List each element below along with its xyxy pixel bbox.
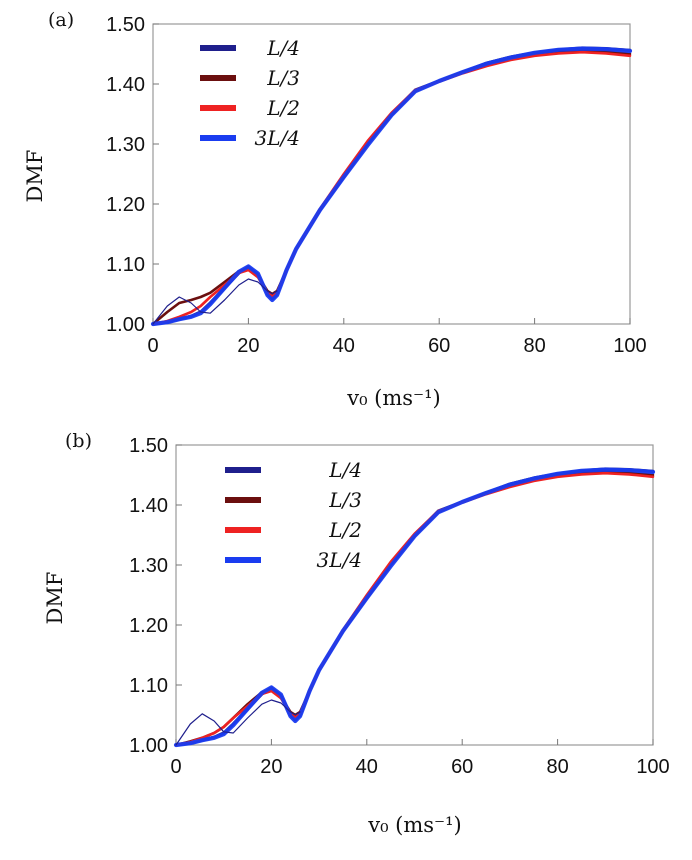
x-tick-label: 0 [170, 756, 181, 778]
y-axis-title-b: DMF [43, 572, 67, 625]
chart-panel-b: (b) 1.00 1.10 1.20 1.30 1.40 1.50 0 20 40 60 80 10… [43, 430, 670, 837]
y-tick-label: 1.10 [106, 254, 145, 276]
series-line-3l4 [173, 467, 656, 748]
chart-panel-a: (a) 1.00 1.10 1.20 1.30 1.40 1.50 0 20 40 60 80 10… [23, 9, 647, 410]
x-tick-label: 80 [523, 335, 545, 357]
y-tick-label: 1.20 [129, 615, 168, 637]
x-tick-label: 100 [613, 335, 646, 357]
series-line-thin [152, 278, 278, 325]
legend-label: 3L/4 [317, 548, 362, 572]
y-axis-title-a: DMF [23, 150, 47, 203]
x-tick-label: 100 [636, 756, 669, 778]
y-tick-label: 1.30 [106, 134, 145, 156]
x-tick-label: 60 [428, 335, 450, 357]
legend-label: 3L/4 [255, 126, 300, 150]
series-line-3l4 [150, 46, 633, 327]
y-tick-label: 1.00 [106, 314, 145, 336]
y-tick-label: 1.10 [129, 675, 168, 697]
legend-label: L/3 [266, 66, 300, 90]
x-tick-label: 0 [147, 335, 158, 357]
panel-label-b: (b) [65, 430, 92, 452]
y-tick-label: 1.40 [129, 495, 168, 517]
x-tick-label: 20 [260, 756, 282, 778]
x-tick-label: 40 [333, 335, 355, 357]
x-axis-title-a: v₀ (ms⁻¹) [346, 386, 441, 410]
series-line-thin [175, 699, 301, 746]
legend-label: L/2 [328, 518, 362, 542]
y-tick-label: 1.30 [129, 555, 168, 577]
x-axis-title-b: v₀ (ms⁻¹) [367, 813, 462, 837]
legend-label: L/3 [328, 488, 362, 512]
legend-label: L/2 [266, 96, 300, 120]
x-tick-label: 20 [237, 335, 259, 357]
y-tick-label: 1.50 [106, 14, 145, 36]
y-tick-label: 1.40 [106, 74, 145, 96]
series-line-l3 [174, 470, 655, 747]
legend-label: L/4 [328, 458, 362, 482]
y-tick-label: 1.00 [129, 735, 168, 757]
series-line-l3 [151, 49, 632, 326]
panel-label-a: (a) [48, 9, 74, 31]
plot-frame-b [175, 444, 654, 746]
plot-frame-a [152, 23, 631, 325]
legend-label: L/4 [266, 36, 300, 60]
x-tick-label: 40 [356, 756, 378, 778]
y-tick-label: 1.50 [129, 435, 168, 457]
y-tick-label: 1.20 [106, 194, 145, 216]
x-tick-label: 80 [546, 756, 568, 778]
x-tick-label: 60 [451, 756, 473, 778]
